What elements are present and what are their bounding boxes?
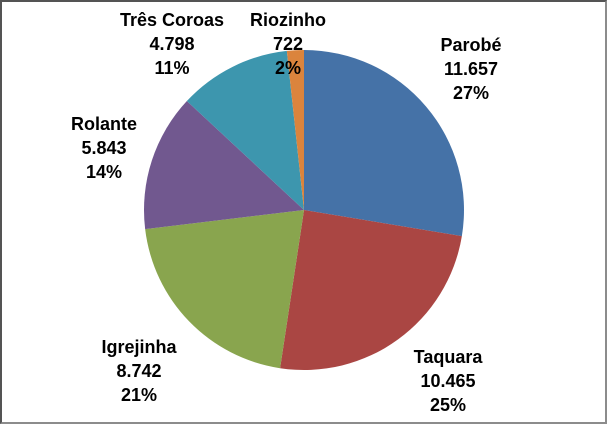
slice-value: 8.742 <box>116 361 162 381</box>
slice-value: 4.798 <box>149 34 195 54</box>
slice-label-igrejinha: Igrejinha 8.742 21% <box>101 335 176 407</box>
slice-percent: 2% <box>274 58 302 78</box>
slice-value: 10.465 <box>420 371 476 391</box>
slice-label-riozinho: Riozinho 722 2% <box>250 8 326 80</box>
slice-percent: 11% <box>154 58 190 78</box>
pie-slice-rolante <box>143 101 304 230</box>
slice-percent: 14% <box>85 162 123 182</box>
slice-name: Rolante <box>70 114 138 134</box>
slice-name: Igrejinha <box>101 337 177 357</box>
slice-name: Três Coroas <box>119 10 225 30</box>
slice-label-taquara: Taquara 10.465 25% <box>414 345 483 417</box>
pie-slice-tres-coroas <box>186 50 304 210</box>
slice-value: 722 <box>272 34 304 54</box>
slice-label-rolante: Rolante 5.843 14% <box>71 112 137 184</box>
slice-label-tres-coroas: Três Coroas 4.798 11% <box>120 8 224 80</box>
slice-name: Taquara <box>413 347 483 367</box>
slice-percent: 27% <box>452 83 490 103</box>
slice-label-parobe: Parobé 11.657 27% <box>440 33 501 105</box>
pie-slice-taquara <box>280 210 462 370</box>
slice-percent: 21% <box>120 385 158 405</box>
pie-slice-riozinho <box>286 49 304 210</box>
slice-value: 5.843 <box>81 138 127 158</box>
pie-slice-parobe <box>304 50 464 237</box>
slice-name: Parobé <box>440 35 502 55</box>
slice-value: 11.657 <box>443 59 499 79</box>
pie-slice-igrejinha <box>145 210 304 369</box>
slice-percent: 25% <box>429 395 467 415</box>
slice-name: Riozinho <box>250 10 326 30</box>
